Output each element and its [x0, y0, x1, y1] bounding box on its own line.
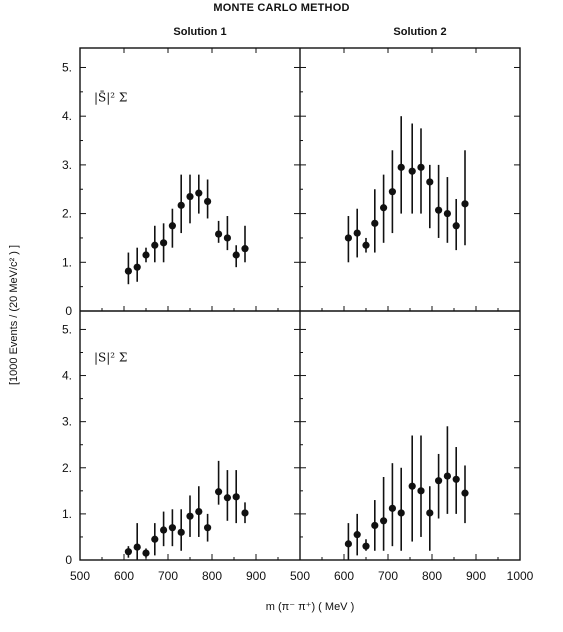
data-point: [435, 477, 443, 485]
y-tick-label: 1.: [62, 255, 72, 269]
data-point: [344, 540, 352, 548]
data-point: [380, 204, 388, 212]
data-point: [344, 234, 352, 242]
data-point: [417, 163, 425, 171]
data-point: [397, 509, 405, 517]
data-point: [151, 535, 159, 543]
data-point: [168, 524, 176, 532]
data-point: [232, 251, 240, 259]
data-point: [461, 489, 469, 497]
x-tick-label: 800: [202, 569, 222, 583]
x-tick-label: 800: [422, 569, 442, 583]
data-point: [397, 163, 405, 171]
data-point: [151, 241, 159, 249]
data-point: [232, 493, 240, 501]
data-point: [133, 263, 141, 271]
y-tick-label: 0: [65, 553, 72, 567]
panel-label: |S|² Σ: [94, 351, 127, 365]
data-point: [186, 192, 194, 201]
y-tick-label: 3.: [62, 158, 72, 172]
data-point: [388, 188, 396, 196]
y-tick-label: 0: [65, 304, 72, 318]
data-point: [371, 521, 379, 530]
data-point: [435, 206, 443, 214]
data-point: [142, 549, 150, 557]
data-point: [160, 526, 168, 534]
panel-label: |S̄|² Σ: [94, 89, 127, 104]
x-tick-label: 500: [70, 569, 90, 583]
x-tick-label: 1000: [507, 569, 534, 583]
data-point: [177, 201, 185, 209]
data-point: [124, 548, 132, 556]
data-point: [177, 528, 185, 536]
data-point: [443, 472, 451, 480]
data-point: [223, 494, 231, 502]
x-axis-label: m (π⁻ π⁺) ( MeV ): [265, 601, 355, 613]
data-point: [380, 517, 388, 525]
y-tick-label: 1.: [62, 507, 72, 521]
data-point: [426, 178, 434, 186]
data-point: [362, 241, 370, 249]
data-point: [204, 197, 212, 206]
data-point: [215, 230, 223, 238]
data-point: [241, 245, 249, 253]
data-point: [408, 482, 416, 490]
column-title-solution-2: Solution 2: [393, 26, 447, 38]
data-point: [223, 234, 231, 242]
y-tick-label: 2.: [62, 461, 72, 475]
data-point: [417, 487, 425, 495]
x-tick-label: 600: [114, 569, 134, 583]
data-point: [426, 509, 434, 517]
data-point: [388, 504, 396, 512]
data-point: [452, 222, 460, 230]
x-tick-label: 500: [290, 569, 310, 583]
x-tick-label: 700: [158, 569, 178, 583]
data-point: [241, 509, 249, 517]
data-point: [215, 488, 223, 496]
x-tick-label: 600: [334, 569, 354, 583]
data-point: [168, 222, 176, 230]
data-point: [353, 531, 361, 539]
data-point: [133, 543, 141, 551]
data-point: [362, 542, 370, 550]
y-tick-label: 2.: [62, 207, 72, 221]
data-point: [371, 219, 379, 227]
y-tick-label: 4.: [62, 109, 72, 123]
x-tick-label: 900: [246, 569, 266, 583]
data-point: [204, 524, 212, 532]
column-title-solution-1: Solution 1: [173, 26, 227, 38]
y-tick-label: 5.: [62, 60, 72, 74]
data-point: [408, 167, 416, 175]
data-point: [160, 239, 168, 247]
data-point: [195, 189, 203, 197]
data-point: [195, 507, 203, 516]
y-tick-label: 5.: [62, 322, 72, 336]
data-point: [142, 251, 150, 259]
x-tick-label: 900: [466, 569, 486, 583]
data-point: [461, 200, 469, 208]
data-point: [452, 475, 460, 483]
figure-title: MONTE CARLO METHOD: [213, 2, 350, 14]
y-tick-label: 3.: [62, 415, 72, 429]
data-point: [186, 512, 194, 520]
data-point: [124, 267, 132, 275]
data-point: [353, 229, 361, 237]
y-tick-label: 4.: [62, 369, 72, 383]
x-tick-label: 700: [378, 569, 398, 583]
data-point: [443, 209, 451, 218]
